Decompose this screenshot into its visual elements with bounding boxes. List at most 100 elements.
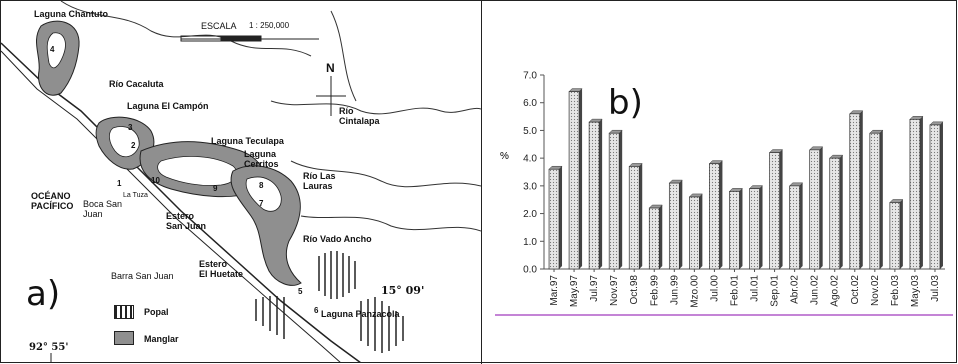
x-tick-label: Feb.03 (890, 275, 901, 307)
bar (608, 132, 620, 270)
label-laguna-el-campon: Laguna El Campón (127, 101, 209, 111)
y-tick-label: 2.0 (523, 209, 537, 220)
scale-value: 1 : 250,000 (249, 21, 290, 30)
site-number: 3 (128, 123, 133, 132)
label-boca-san-juan: Boca San Juan (83, 199, 123, 219)
site-number: 5 (298, 287, 303, 296)
map-drawing (1, 1, 481, 363)
x-tick-label: Ago.02 (830, 275, 841, 307)
label-rio-vado-ancho: Río Vado Ancho (303, 234, 372, 244)
x-tick-label: Abr.02 (790, 275, 801, 304)
x-tick-label: Jul.97 (589, 275, 600, 302)
y-tick-label: 3.0 (523, 181, 537, 192)
popal-area-2 (255, 296, 404, 353)
site-number: 10 (151, 176, 160, 185)
bar (729, 191, 740, 270)
x-tick-label: Sep.01 (770, 275, 781, 307)
site-number: 7 (259, 199, 264, 208)
bar-side (819, 146, 823, 269)
bar (769, 152, 780, 270)
y-tick-label: 0.0 (523, 265, 537, 276)
bar (588, 121, 600, 270)
y-tick-label: 6.0 (523, 98, 537, 109)
x-tick-label: Mar.97 (549, 275, 560, 306)
bar (889, 202, 901, 270)
x-tick-label: Jun.02 (810, 275, 821, 305)
legend-popal-swatch (114, 305, 134, 319)
x-tick-label: Feb.01 (729, 275, 740, 307)
bar-side (699, 193, 703, 269)
bar-side (679, 180, 683, 269)
label-laguna-panzacola: Laguna Panzacola (321, 309, 400, 319)
panel-label-a: a) (26, 274, 61, 314)
bar-side (899, 199, 903, 269)
lagoon-campon (109, 126, 140, 158)
bar-side (559, 166, 563, 269)
x-tick-label: May.97 (569, 275, 580, 307)
label-oceano-pacifico: OCÉANO PACÍFICO (31, 191, 74, 211)
legend-popal-label: Popal (144, 307, 169, 317)
chart-panel: 0.0 1.0 2.0 3.0 4.0 5.0 6.0 7.0 Mar.97 May.97 Jul.… (483, 1, 956, 363)
x-tick-label: Jul.03 (930, 275, 941, 302)
label-laguna-chantuto: Laguna Chantuto (34, 9, 108, 19)
site-number: 9 (213, 184, 218, 193)
bar-side (799, 182, 803, 269)
bar (628, 166, 640, 270)
river-vado-ancho (300, 215, 481, 232)
bar-side (739, 188, 743, 269)
x-tick-label: Oct.02 (850, 275, 861, 305)
lagoon-chantuto (46, 32, 66, 69)
label-laguna-cerritos: Laguna Cerritos (244, 149, 279, 169)
site-number: 6 (314, 306, 319, 315)
x-tick-label: Nov.02 (870, 275, 881, 306)
x-tick-label: Feb.99 (649, 275, 660, 307)
bar (709, 163, 720, 270)
bar (749, 188, 760, 270)
scale-bar (180, 35, 319, 42)
label-estero-san-juan: Estero San Juan (166, 211, 207, 231)
lagoon-cerritos (245, 176, 282, 212)
bar-side (619, 130, 623, 269)
bar-side (599, 119, 603, 269)
bar-side (579, 88, 583, 269)
north-label: N (326, 61, 335, 75)
label-barra-san-juan: Barra San Juan (111, 271, 174, 281)
bar-side (919, 116, 923, 269)
y-tick-label: 1.0 (523, 237, 537, 248)
x-tick-label: May.03 (910, 275, 921, 307)
bar (849, 113, 861, 270)
label-laguna-teculapa: Laguna Teculapa (211, 136, 284, 146)
y-tick-label: 7.0 (523, 71, 537, 82)
bar-side (939, 121, 943, 269)
bar-side (759, 185, 763, 269)
scale-label: ESCALA (201, 21, 237, 31)
popal-area-1 (318, 251, 356, 299)
river-north (330, 10, 357, 102)
bar (909, 118, 921, 270)
bar-side (859, 110, 863, 269)
river-las-lauras (290, 160, 481, 188)
bar (929, 124, 941, 270)
x-tick-label: Oct.98 (629, 275, 640, 305)
bar (568, 91, 580, 270)
y-axis-label: % (500, 151, 509, 162)
bar-side (879, 130, 883, 269)
lon-label: 92° 55' (29, 342, 69, 353)
bar-chart: 0.0 1.0 2.0 3.0 4.0 5.0 6.0 7.0 Mar.97 May.97 Jul.… (495, 71, 953, 316)
lagoon-teculapa (157, 156, 238, 186)
site-number: 2 (131, 141, 136, 150)
bar (648, 207, 660, 270)
lat-label: 15° 09' (381, 284, 425, 297)
legend-manglar-swatch (114, 331, 134, 345)
site-number: 1 (117, 179, 122, 188)
label-la-tuza: La Tuza (123, 192, 148, 199)
bar-side (659, 205, 663, 269)
manglar-cerritos (230, 165, 302, 286)
label-estero-el-huetate: Estero El Huetate (199, 259, 244, 279)
bar (668, 182, 680, 270)
bar (809, 149, 821, 270)
bar-side (839, 155, 843, 269)
map-panel: Laguna Chantuto ESCALA 1 : 250,000 N Río… (1, 1, 481, 363)
label-rio-cacaluta: Río Cacaluta (109, 79, 164, 89)
